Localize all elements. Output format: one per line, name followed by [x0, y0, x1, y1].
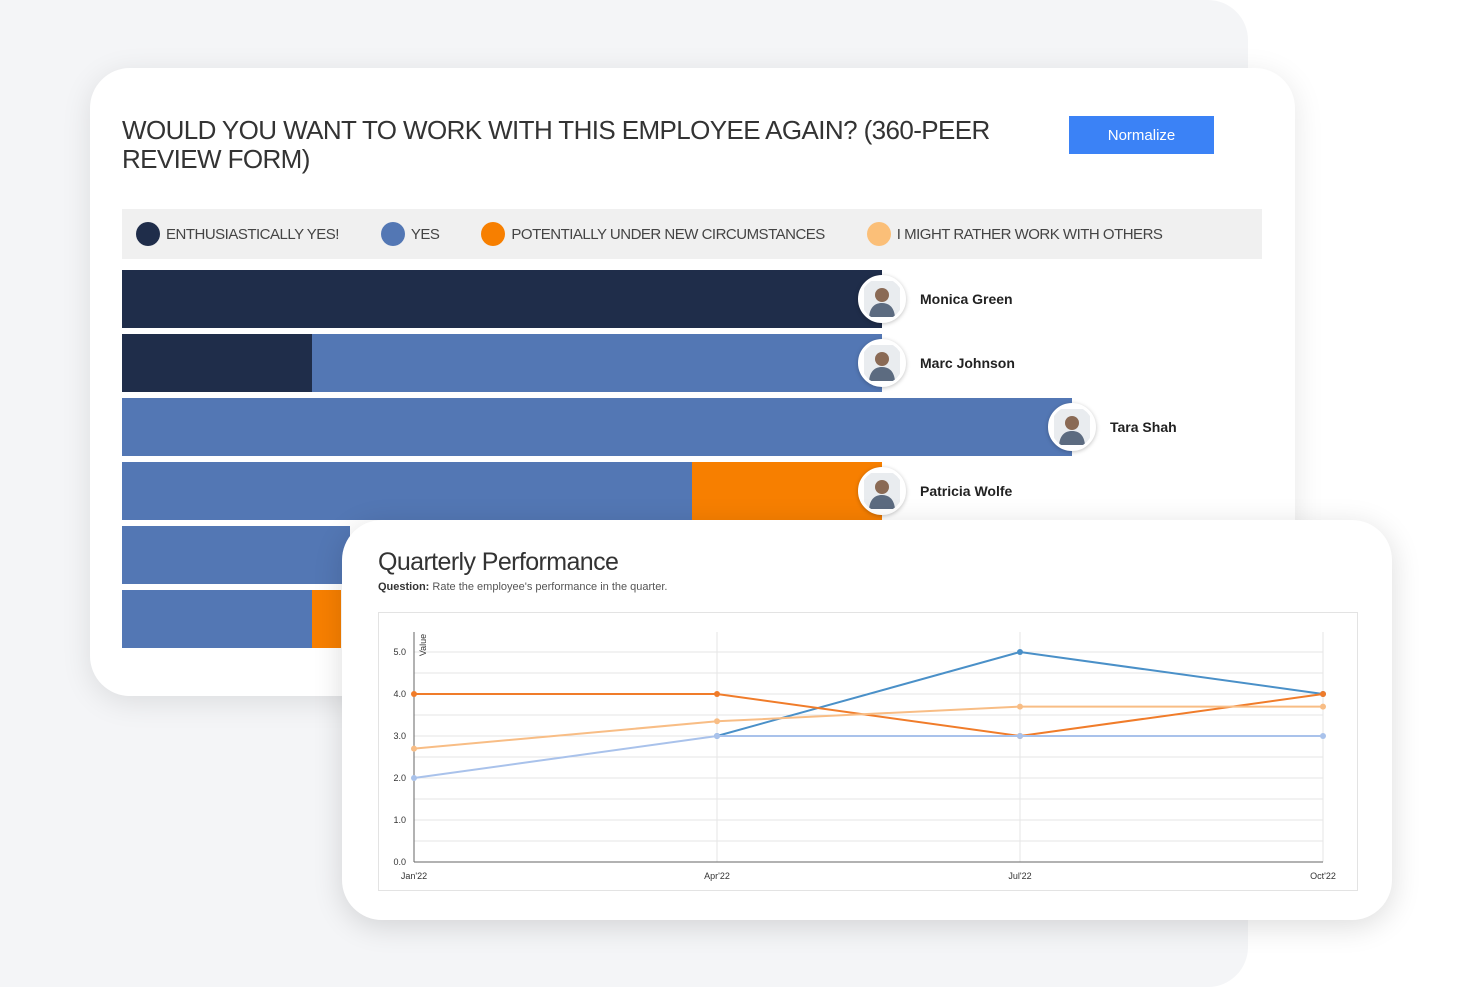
person-avatar-icon — [858, 339, 906, 387]
legend-label: I MIGHT RATHER WORK WITH OTHERS — [896, 225, 1163, 243]
data-point — [411, 775, 417, 781]
data-point — [1017, 703, 1023, 710]
bar-row[interactable] — [122, 462, 882, 520]
legend-swatch — [380, 222, 405, 246]
bar-segment[interactable] — [122, 526, 350, 584]
data-point — [714, 733, 720, 739]
legend-swatch — [866, 222, 891, 246]
bar-segment[interactable] — [312, 334, 882, 392]
legend-swatch — [481, 222, 506, 246]
question-text: Rate the employee's performance in the q… — [432, 581, 668, 593]
chart-legend: ENTHUSIASTICALLY YES! YES POTENTIALLY UN… — [122, 209, 1262, 259]
person-name: Tara Shah — [1110, 419, 1177, 435]
bar-segment[interactable] — [122, 398, 1072, 456]
bar-row[interactable] — [122, 270, 882, 328]
y-tick-label: 0.0 — [393, 857, 406, 867]
chart-title: Quarterly Performance — [378, 548, 619, 576]
bar-row[interactable] — [122, 334, 882, 392]
person-label[interactable]: Tara Shah — [1048, 403, 1177, 451]
y-tick-label: 4.0 — [393, 689, 406, 699]
y-axis-label: Value — [418, 634, 428, 656]
series-line — [414, 693, 1324, 738]
person-label[interactable]: Marc Johnson — [858, 339, 1015, 387]
x-tick-label: Apr'22 — [704, 871, 730, 881]
x-tick-label: Jan'22 — [401, 871, 427, 881]
line-chart-frame: 0.0 1.0 2.0 3.0 4.0 5.0 Value Jan'22 Apr'22 Jul'2… — [378, 612, 1358, 891]
chart-question: Question: Rate the employee's performanc… — [378, 581, 667, 593]
y-tick-label: 2.0 — [393, 773, 406, 783]
data-point — [1320, 703, 1326, 710]
person-name: Marc Johnson — [920, 355, 1015, 371]
legend-label: YES — [410, 225, 440, 243]
data-point — [1320, 733, 1326, 739]
data-point — [411, 691, 417, 697]
legend-item[interactable]: I MIGHT RATHER WORK WITH OTHERS — [866, 222, 1163, 246]
series-line — [413, 735, 1323, 779]
y-tick-label: 5.0 — [393, 647, 406, 657]
x-tick-label: Oct'22 — [1310, 871, 1336, 881]
legend-swatch — [136, 222, 160, 246]
y-tick-label: 1.0 — [393, 815, 406, 825]
series-line — [413, 705, 1323, 750]
data-point — [714, 691, 720, 697]
bar-row[interactable] — [122, 590, 341, 648]
quarterly-performance-card: Quarterly Performance Question: Rate the… — [342, 520, 1392, 920]
person-avatar-icon — [1048, 403, 1096, 451]
data-point — [1017, 649, 1023, 655]
legend-label: ENTHUSIASTICALLY YES! — [166, 225, 339, 243]
data-point — [411, 745, 417, 752]
person-name: Patricia Wolfe — [920, 483, 1013, 499]
line-chart: 0.0 1.0 2.0 3.0 4.0 5.0 Value Jan'22 Apr'22 Jul'2… — [393, 632, 1336, 881]
question-label: Question: — [378, 581, 430, 593]
y-tick-label: 3.0 — [393, 731, 406, 741]
legend-label: POTENTIALLY UNDER NEW CIRCUMSTANCES — [511, 225, 825, 243]
legend-item[interactable]: POTENTIALLY UNDER NEW CIRCUMSTANCES — [481, 222, 825, 246]
normalize-button[interactable]: Normalize — [1069, 116, 1214, 154]
person-avatar-icon — [858, 467, 906, 515]
bar-segment[interactable] — [312, 590, 341, 648]
bar-row[interactable] — [122, 526, 350, 584]
bar-segment[interactable] — [122, 462, 692, 520]
x-tick-label: Jul'22 — [1008, 871, 1031, 881]
bar-row[interactable] — [122, 398, 1072, 456]
bar-segment[interactable] — [692, 462, 882, 520]
data-point — [1320, 691, 1326, 697]
person-avatar-icon — [858, 275, 906, 323]
peer-review-card: WOULD YOU WANT TO WORK WITH THIS EMPLOYE… — [90, 68, 1295, 696]
legend-item[interactable]: ENTHUSIASTICALLY YES! — [136, 222, 339, 246]
person-name: Monica Green — [920, 291, 1013, 307]
bar-segment[interactable] — [122, 334, 312, 392]
person-label[interactable]: Monica Green — [858, 275, 1013, 323]
bar-segment[interactable] — [122, 270, 882, 328]
person-label[interactable]: Patricia Wolfe — [858, 467, 1012, 515]
data-point — [714, 718, 720, 725]
bar-segment[interactable] — [122, 590, 312, 648]
legend-item[interactable]: YES — [380, 222, 440, 246]
data-point — [1017, 733, 1023, 739]
peer-review-title: WOULD YOU WANT TO WORK WITH THIS EMPLOYE… — [122, 115, 990, 174]
